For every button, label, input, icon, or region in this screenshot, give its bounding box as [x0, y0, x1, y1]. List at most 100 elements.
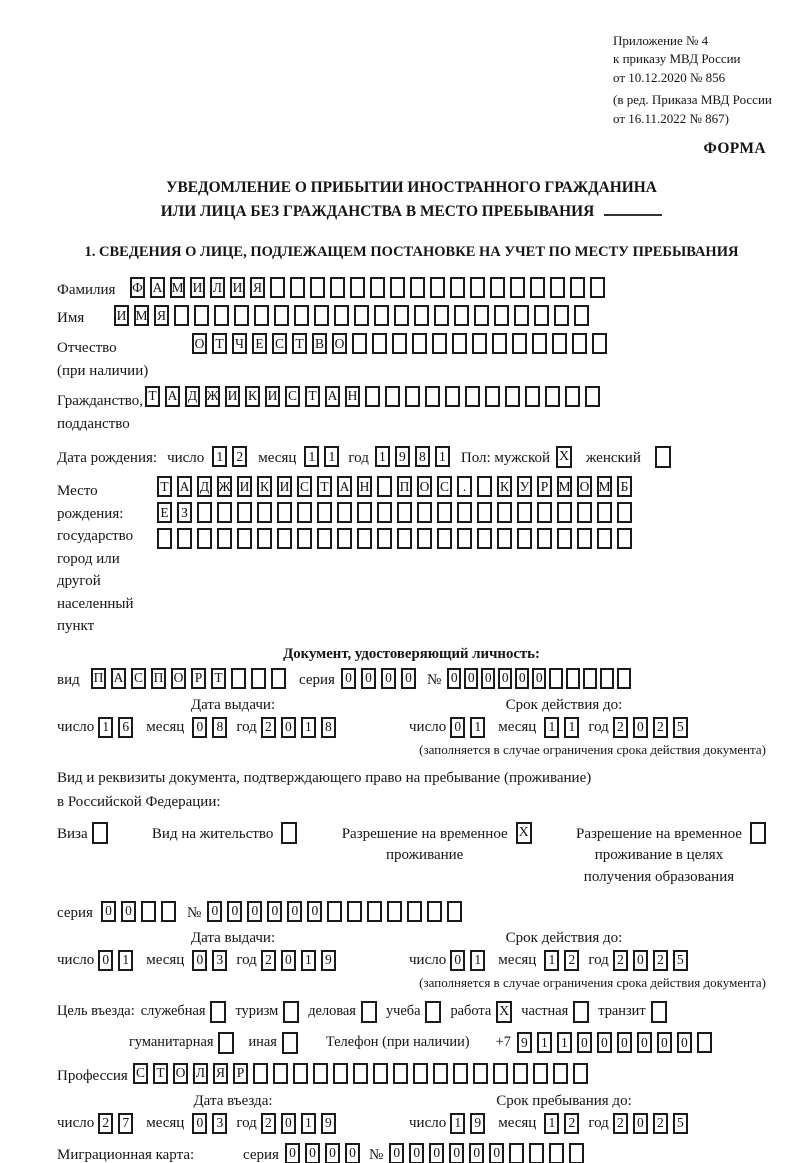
char-box[interactable]: И [230, 277, 245, 299]
char-box[interactable]: 0 [596, 1032, 612, 1054]
char-box[interactable] [570, 277, 585, 299]
char-box[interactable] [510, 277, 525, 299]
char-box[interactable] [353, 1062, 368, 1084]
char-box[interactable] [385, 385, 400, 407]
char-box[interactable] [294, 305, 309, 327]
char-box[interactable]: 0 [304, 1142, 320, 1163]
char-box[interactable]: . [457, 476, 472, 498]
char-box[interactable] [257, 502, 272, 524]
char-box[interactable]: О [171, 667, 186, 689]
char-box[interactable]: О [332, 333, 347, 355]
char-box[interactable]: 2 [260, 1112, 276, 1134]
char-box[interactable]: Я [154, 305, 169, 327]
char-box[interactable]: В [312, 333, 327, 355]
char-box[interactable] [413, 1062, 428, 1084]
char-box[interactable] [397, 502, 412, 524]
char-box[interactable]: А [337, 476, 352, 498]
char-box[interactable]: Я [250, 277, 265, 299]
purpose-study-checkbox[interactable] [425, 1000, 442, 1023]
char-box[interactable] [577, 528, 592, 550]
char-box[interactable]: А [177, 476, 192, 498]
char-box[interactable]: Т [153, 1062, 168, 1084]
char-box[interactable]: 9 [320, 949, 336, 971]
char-box[interactable]: 1 [300, 716, 316, 738]
char-box[interactable] [141, 900, 156, 922]
char-box[interactable] [377, 528, 392, 550]
char-box[interactable]: 2 [564, 1112, 580, 1134]
char-box[interactable] [327, 900, 343, 922]
char-box[interactable] [577, 502, 592, 524]
char-box[interactable]: М [170, 277, 185, 299]
char-box[interactable]: П [91, 667, 106, 689]
char-box[interactable]: 2 [612, 949, 628, 971]
char-box[interactable]: 0 [380, 667, 396, 689]
char-box[interactable]: 9 [470, 1112, 486, 1134]
char-box[interactable]: 0 [489, 1142, 505, 1163]
char-box[interactable] [277, 528, 292, 550]
char-box[interactable] [530, 277, 545, 299]
char-box[interactable] [410, 277, 425, 299]
char-box[interactable]: Н [345, 385, 360, 407]
char-box[interactable]: 0 [121, 900, 136, 922]
char-box[interactable] [557, 502, 572, 524]
char-box[interactable]: 5 [672, 716, 688, 738]
char-box[interactable] [517, 528, 532, 550]
char-box[interactable]: 1 [324, 446, 340, 468]
char-box[interactable] [434, 305, 449, 327]
char-box[interactable]: 0 [98, 949, 114, 971]
char-box[interactable]: 0 [656, 1032, 672, 1054]
char-box[interactable] [317, 502, 332, 524]
char-box[interactable] [357, 528, 372, 550]
char-box[interactable] [490, 277, 505, 299]
char-box[interactable] [447, 900, 463, 922]
char-box[interactable] [237, 528, 252, 550]
char-box[interactable]: 2 [232, 446, 248, 468]
char-box[interactable] [253, 1062, 268, 1084]
char-box[interactable] [492, 333, 507, 355]
char-box[interactable]: 0 [576, 1032, 592, 1054]
char-box[interactable]: 1 [300, 949, 316, 971]
char-box[interactable] [452, 333, 467, 355]
char-box[interactable]: 2 [260, 716, 276, 738]
char-box[interactable] [350, 277, 365, 299]
char-box[interactable] [617, 502, 632, 524]
char-box[interactable] [372, 333, 387, 355]
male-checkbox[interactable]: X [556, 446, 573, 469]
char-box[interactable] [454, 305, 469, 327]
char-box[interactable]: 0 [464, 667, 479, 689]
char-box[interactable]: Т [317, 476, 332, 498]
char-box[interactable]: 0 [344, 1142, 360, 1163]
char-box[interactable]: 1 [556, 1032, 572, 1054]
char-box[interactable]: С [133, 1062, 148, 1084]
char-box[interactable] [217, 502, 232, 524]
char-box[interactable] [374, 305, 389, 327]
char-box[interactable]: 0 [192, 949, 208, 971]
char-box[interactable] [417, 502, 432, 524]
char-box[interactable] [497, 528, 512, 550]
char-box[interactable] [592, 333, 607, 355]
char-box[interactable]: 0 [532, 667, 547, 689]
char-box[interactable]: 2 [612, 716, 628, 738]
char-box[interactable]: 0 [469, 1142, 485, 1163]
char-box[interactable] [493, 1062, 508, 1084]
char-box[interactable] [217, 528, 232, 550]
char-box[interactable]: З [177, 502, 192, 524]
temp-residence-permit-checkbox[interactable]: X [515, 821, 532, 844]
char-box[interactable]: К [245, 385, 260, 407]
purpose-official-checkbox[interactable] [210, 1000, 227, 1023]
female-checkbox[interactable] [654, 446, 671, 469]
char-box[interactable] [474, 305, 489, 327]
char-box[interactable] [617, 528, 632, 550]
char-box[interactable] [572, 333, 587, 355]
char-box[interactable]: 2 [652, 716, 668, 738]
char-box[interactable] [271, 667, 286, 689]
char-box[interactable]: 2 [652, 949, 668, 971]
char-box[interactable]: Е [157, 502, 172, 524]
char-box[interactable] [197, 502, 212, 524]
purpose-humanitarian-checkbox[interactable] [218, 1031, 235, 1054]
char-box[interactable]: Т [145, 385, 160, 407]
char-box[interactable]: Т [292, 333, 307, 355]
char-box[interactable] [337, 528, 352, 550]
char-box[interactable] [597, 502, 612, 524]
char-box[interactable]: 2 [612, 1112, 628, 1134]
